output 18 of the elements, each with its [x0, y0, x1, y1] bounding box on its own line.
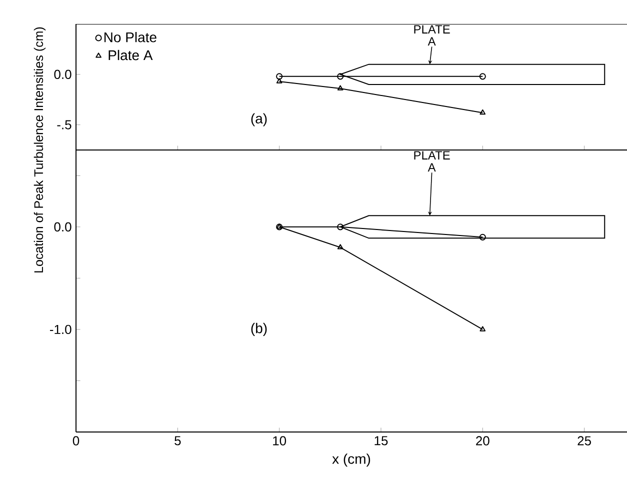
annotation: PLATE A	[414, 151, 450, 172]
y-tick-label: -1.0	[50, 324, 72, 334]
x-axis-title: x (cm)	[332, 454, 370, 467]
legend-label: Plate A	[108, 50, 153, 60]
x-tick-label: 0	[72, 436, 80, 446]
x-tick-label: 5	[174, 436, 181, 446]
y-tick-label: 0.0	[54, 222, 72, 232]
y-tick-label: -.5	[57, 120, 72, 130]
x-tick-label: 10	[273, 436, 286, 446]
y-tick-label: 0.0	[54, 70, 72, 79]
annotation: PLATE A	[414, 25, 450, 46]
legend-label: No Plate	[104, 32, 156, 42]
x-tick-label: 15	[374, 436, 388, 446]
y-axis-title: Location of Peak Turbulence Intensities (cm)	[34, 27, 46, 272]
x-tick-label: 20	[476, 436, 490, 446]
annotation: (b)	[251, 322, 267, 336]
x-tick-label: 25	[578, 436, 591, 446]
annotation: (a)	[251, 113, 267, 126]
